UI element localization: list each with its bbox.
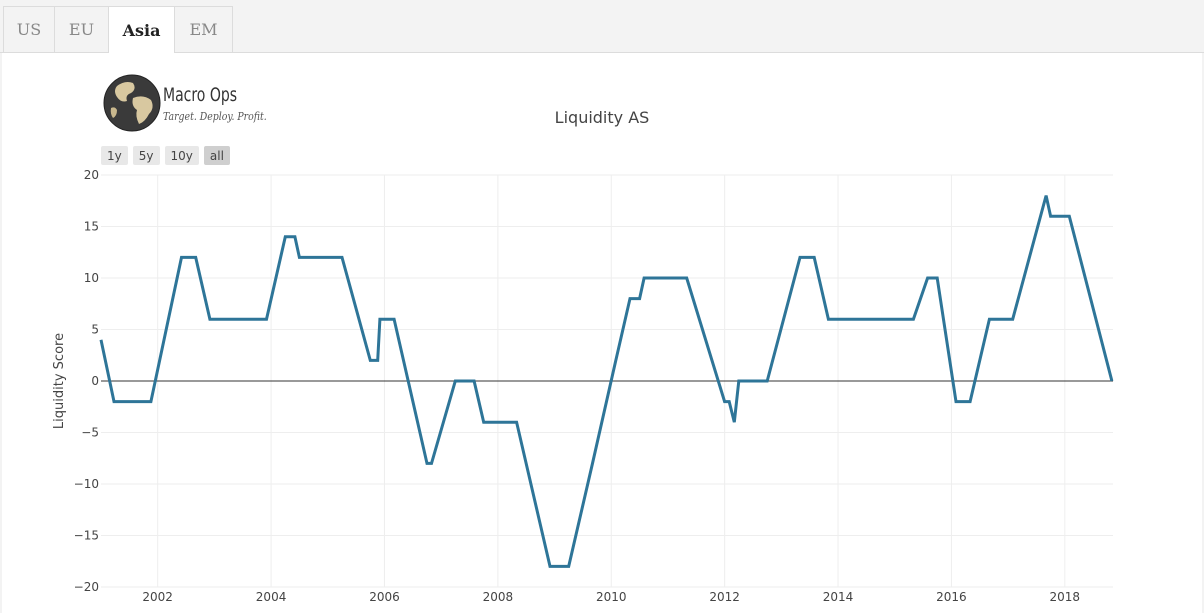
logo-tagline: Target. Deploy. Profit. [163, 110, 267, 123]
x-tick-label: 2006 [369, 590, 400, 604]
tab-em[interactable]: EM [174, 6, 233, 52]
x-tick-label: 2012 [709, 590, 740, 604]
chart-panel [2, 53, 1202, 613]
macro-ops-logo: Macro Ops Target. Deploy. Profit. [101, 72, 271, 134]
range-button-1y[interactable]: 1y [101, 146, 128, 165]
globe-icon [103, 74, 161, 132]
range-button-5y[interactable]: 5y [132, 146, 160, 165]
y-tick-label: 10 [84, 271, 99, 285]
x-tick-label: 2016 [936, 590, 967, 604]
logo-name: Macro Ops [163, 84, 238, 106]
x-tick-label: 2008 [483, 590, 514, 604]
range-button-all[interactable]: all [203, 146, 230, 165]
series-line-0 [99, 195, 1114, 568]
y-tick-label: 0 [91, 374, 99, 388]
y-tick-label: −15 [74, 529, 99, 543]
x-tick-label: 2018 [1050, 590, 1081, 604]
y-tick-label: −20 [74, 580, 99, 594]
y-axis-label: Liquidity Score [52, 333, 67, 429]
y-tick-label: −5 [81, 426, 99, 440]
x-tick-label: 2004 [256, 590, 287, 604]
range-button-10y[interactable]: 10y [164, 146, 199, 165]
y-tick-label: −10 [74, 477, 99, 491]
y-tick-label: 20 [84, 168, 99, 182]
tab-bar: US EU Asia EM [0, 0, 1204, 53]
y-tick-label: 15 [84, 220, 99, 234]
x-tick-label: 2010 [596, 590, 627, 604]
chart-title: Liquidity AS [554, 108, 650, 127]
range-selector: 1y 5y 10y all [101, 146, 230, 165]
tab-us[interactable]: US [3, 6, 55, 52]
x-tick-label: 2014 [823, 590, 854, 604]
y-tick-label: 5 [91, 323, 99, 337]
x-tick-label: 2002 [142, 590, 173, 604]
